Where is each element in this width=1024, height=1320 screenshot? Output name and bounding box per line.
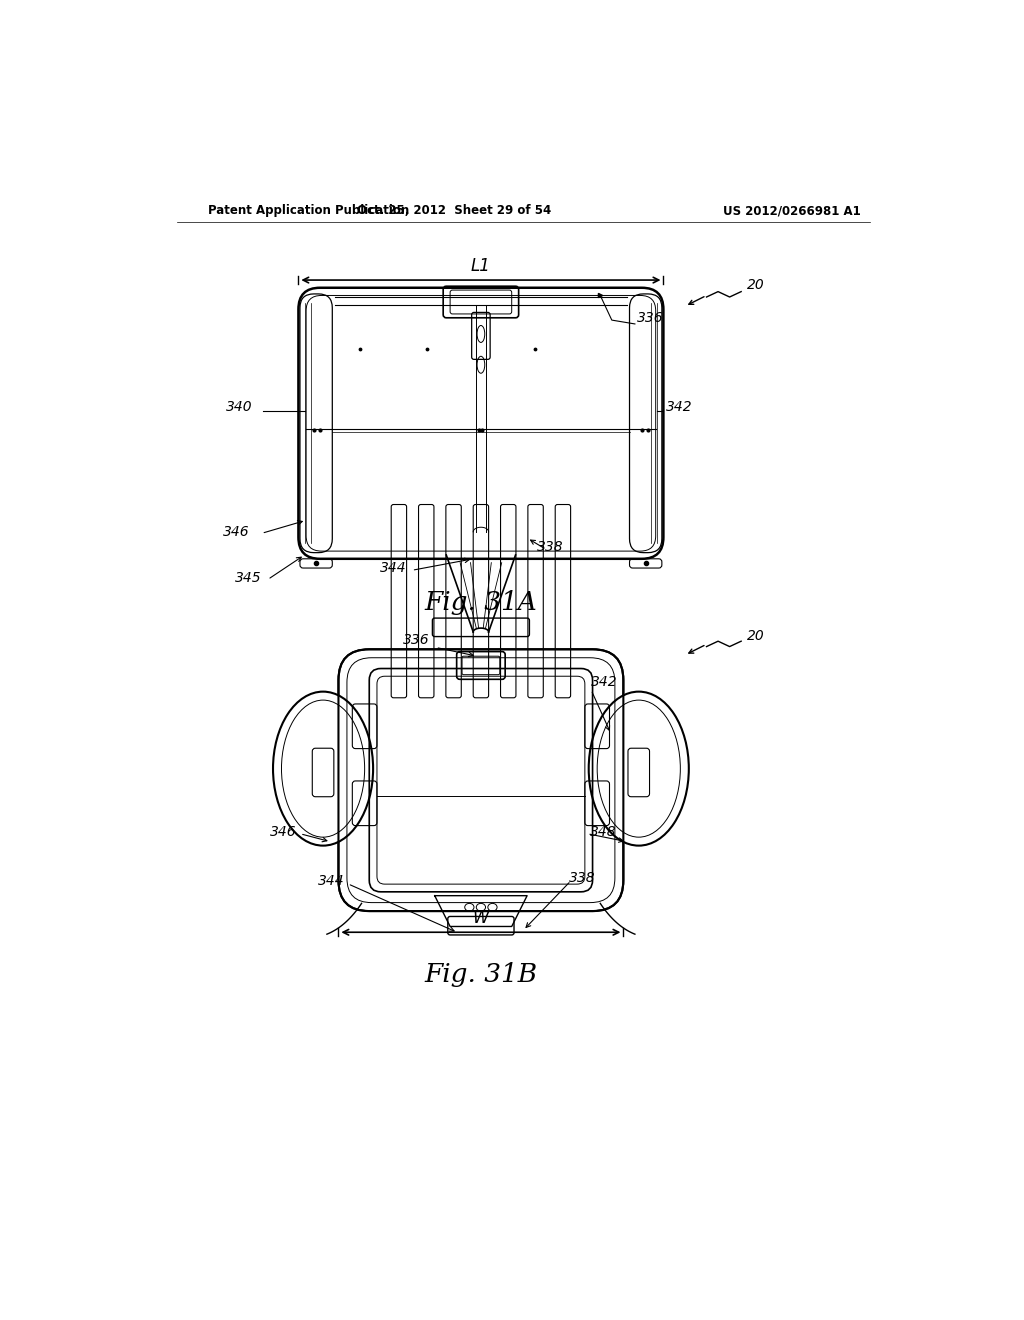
Text: Patent Application Publication: Patent Application Publication xyxy=(208,205,409,218)
Text: 336: 336 xyxy=(402,632,429,647)
Text: 338: 338 xyxy=(538,540,564,554)
Text: 342: 342 xyxy=(591,675,617,689)
Text: 345: 345 xyxy=(234,572,261,585)
Text: 338: 338 xyxy=(569,871,596,886)
Text: 344: 344 xyxy=(318,874,345,888)
Ellipse shape xyxy=(589,692,689,846)
Text: 20: 20 xyxy=(746,279,764,292)
Text: Fig. 31A: Fig. 31A xyxy=(425,590,538,615)
Text: L1: L1 xyxy=(471,256,490,275)
Text: 342: 342 xyxy=(666,400,692,414)
Text: 340: 340 xyxy=(225,400,252,414)
Text: Fig. 31B: Fig. 31B xyxy=(424,962,538,987)
Text: 348: 348 xyxy=(590,825,616,840)
Ellipse shape xyxy=(273,692,373,846)
Text: 346: 346 xyxy=(269,825,296,840)
Text: US 2012/0266981 A1: US 2012/0266981 A1 xyxy=(724,205,861,218)
Text: 336: 336 xyxy=(637,310,664,325)
Text: 20: 20 xyxy=(746,628,764,643)
Text: 344: 344 xyxy=(380,561,407,576)
Text: W: W xyxy=(473,909,489,927)
Text: 346: 346 xyxy=(223,525,250,539)
Text: Oct. 25, 2012  Sheet 29 of 54: Oct. 25, 2012 Sheet 29 of 54 xyxy=(356,205,551,218)
